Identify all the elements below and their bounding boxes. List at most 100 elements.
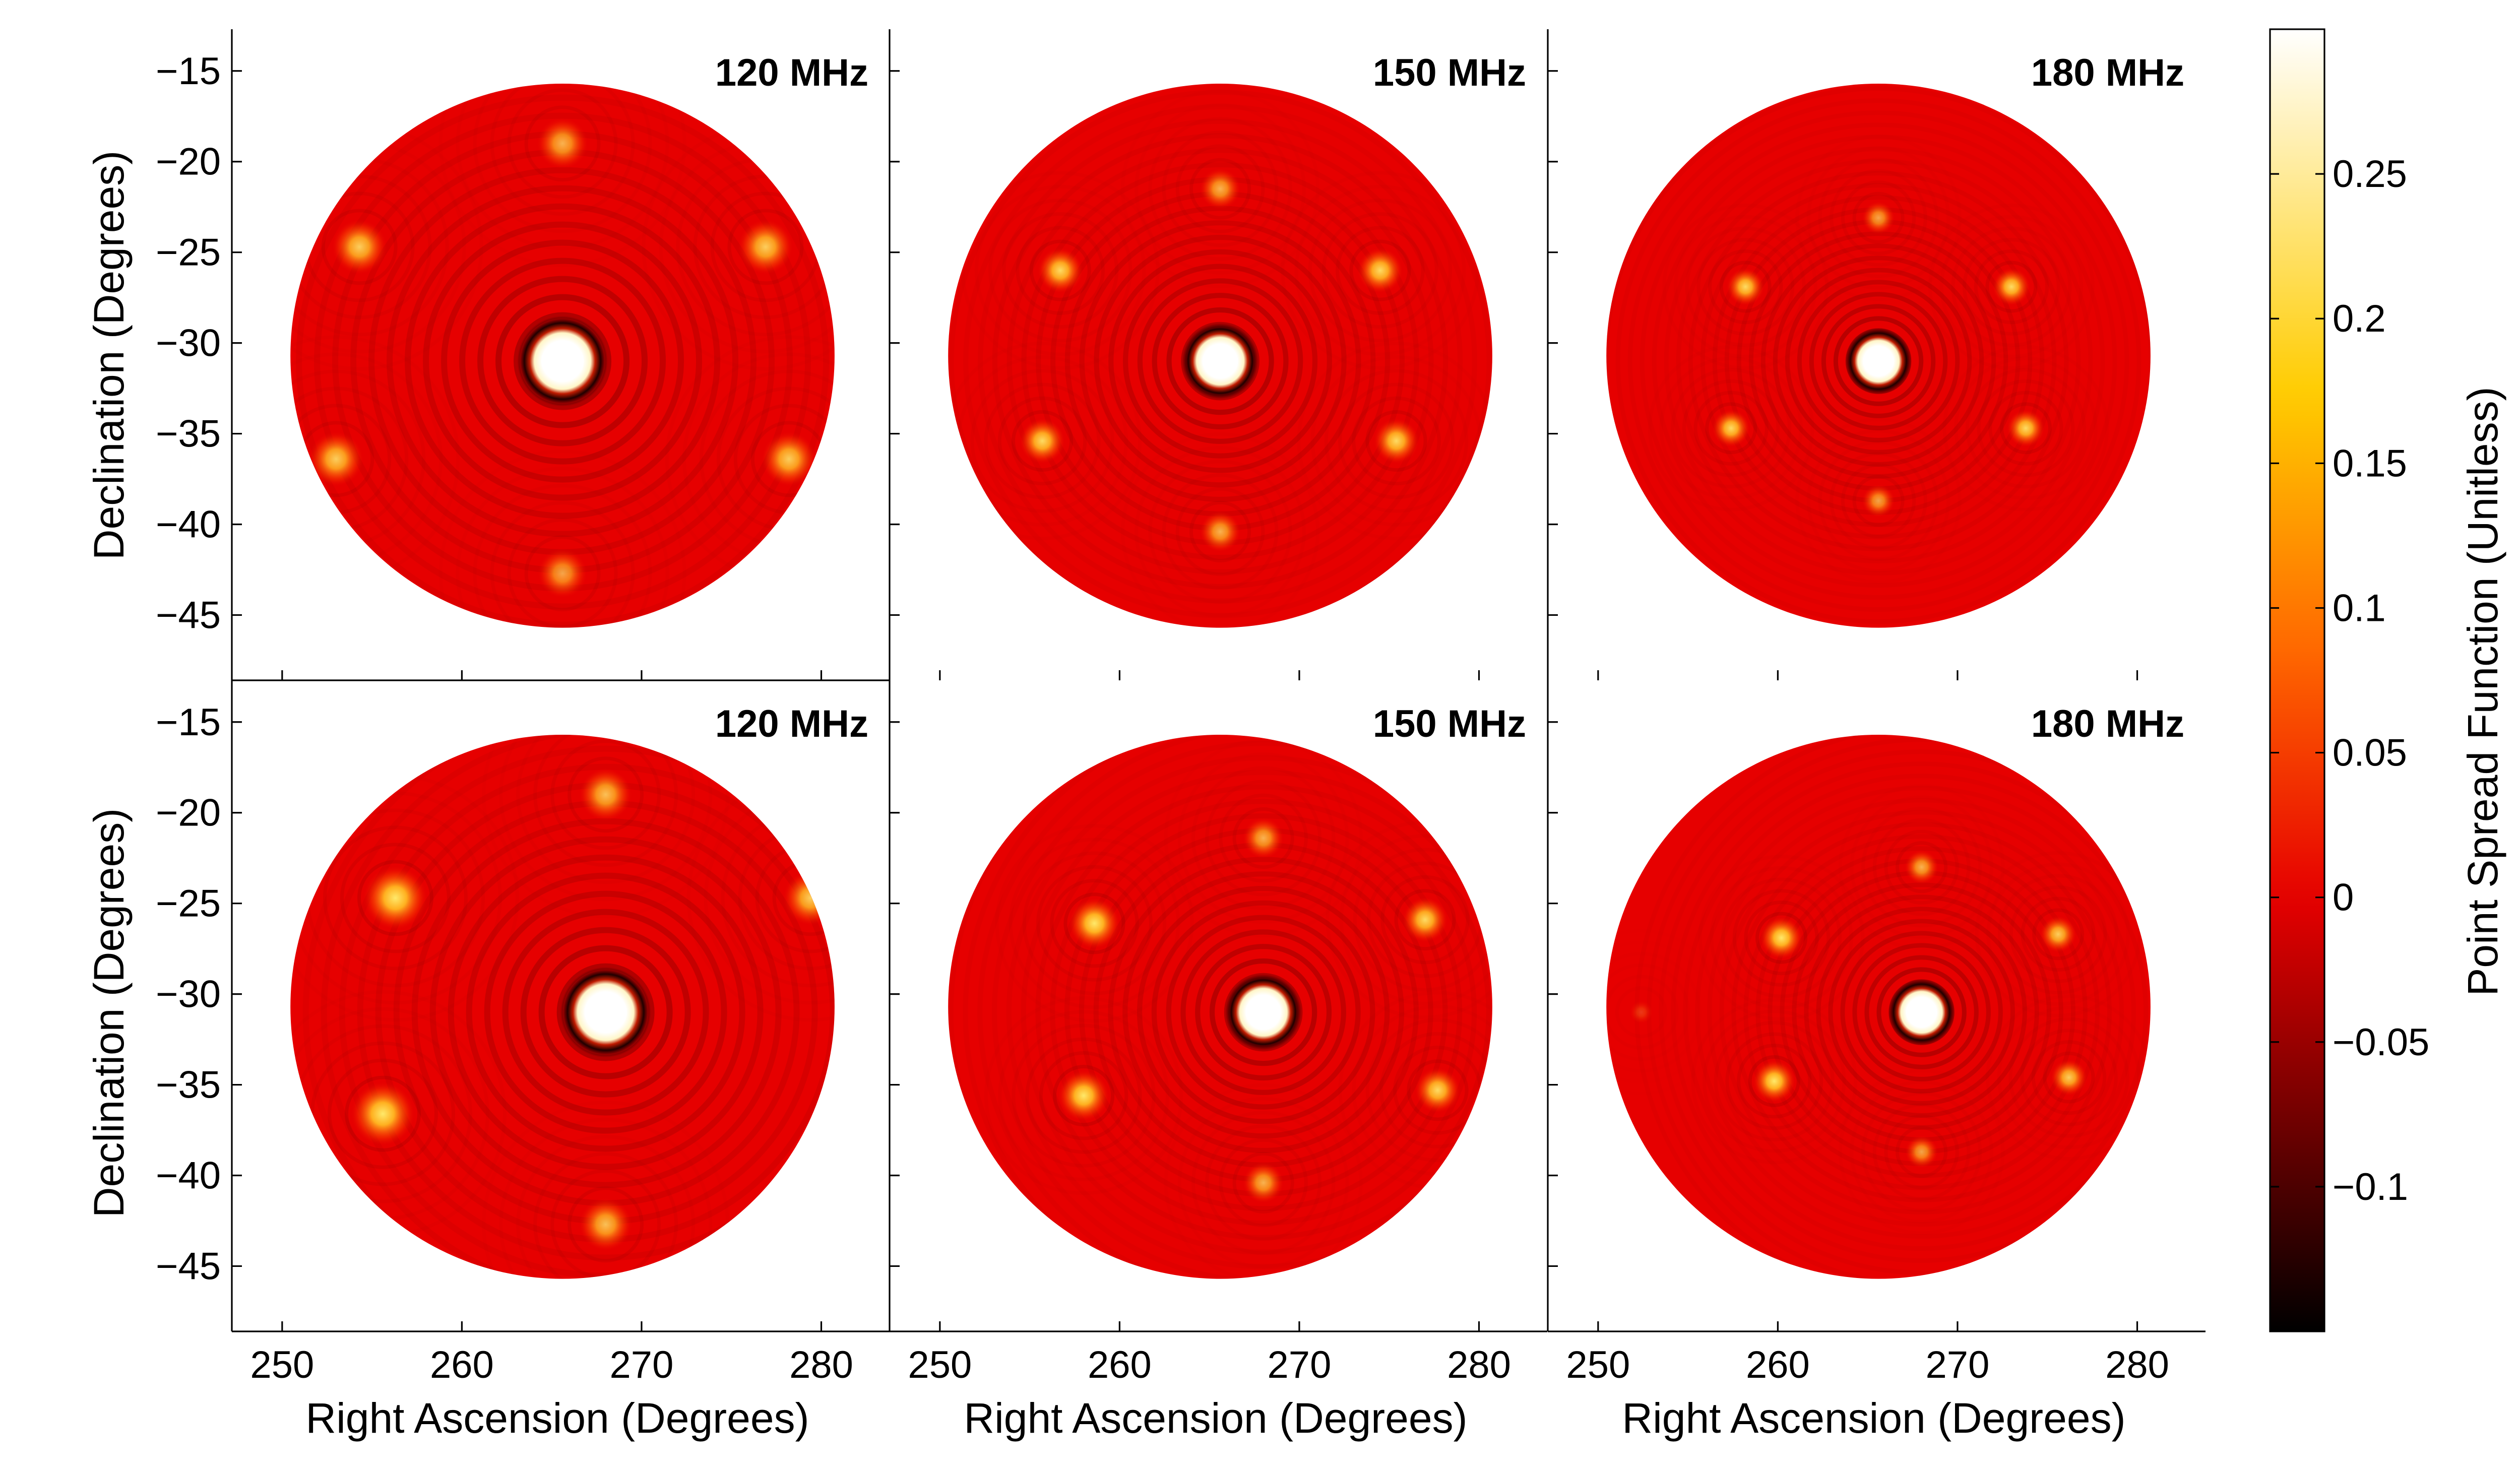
grating-lobe-ring: [1659, 356, 1803, 500]
sidelobe-ring: [1785, 268, 1972, 455]
grating-lobe-ring: [2009, 885, 2107, 983]
sidelobe-ring: [948, 734, 1492, 1279]
sidelobe-ring: [1712, 195, 2045, 527]
sidelobe-ring: [556, 963, 655, 1061]
grating-lobe-ring: [1352, 396, 1441, 486]
grating-lobe-ring: [727, 209, 804, 285]
grating-lobe-ring: [1162, 473, 1279, 590]
sidelobe-ring: [1652, 135, 2105, 588]
grating-lobe-ring: [1052, 1065, 1115, 1127]
sidelobe-ring: [1079, 220, 1361, 502]
grating-lobe-ring: [1379, 1032, 1492, 1148]
sidelobe-ring: [1755, 846, 2088, 1178]
grating-lobe: [1373, 418, 1419, 464]
sidelobe-ring: [963, 734, 1492, 1279]
grating-lobe-ring: [1012, 1024, 1156, 1168]
grating-lobe-ring: [2020, 1029, 2118, 1127]
panel-frame: [889, 29, 1480, 680]
grating-lobe-ring: [1872, 1103, 1971, 1201]
colorbar-tick-label: 0.1: [2333, 587, 2386, 629]
grating-lobe: [1037, 247, 1084, 294]
sidelobe-ring: [1122, 871, 1405, 1154]
grating-lobe-ring: [984, 382, 1101, 499]
grating-lobe-ring: [1714, 1020, 1835, 1141]
grating-lobe-ring: [1974, 249, 2049, 325]
grating-lobe: [1415, 1067, 1461, 1113]
panel-frame: 250 260 270 280: [1547, 680, 2206, 1386]
grating-lobe-ring: [1191, 1111, 1336, 1255]
grating-lobe-ring: [1002, 212, 1119, 329]
grating-lobe-ring: [1232, 1152, 1294, 1213]
grating-lobe-ring: [357, 860, 433, 936]
grating-lobe-ring: [1999, 402, 2052, 455]
grating-lobe-ring: [550, 739, 661, 850]
sidelobe-ring: [1180, 929, 1346, 1095]
sidelobe-ring: [977, 118, 1463, 604]
sidelobe-ring: [1876, 967, 1967, 1057]
grating-lobe-ring: [507, 88, 618, 199]
grating-lobe-ring: [1737, 1044, 1812, 1119]
grating-lobe: [1068, 898, 1120, 949]
sidelobe-ring: [1659, 749, 2151, 1275]
colorbar-tick-label: 0.25: [2333, 153, 2407, 196]
grating-lobe-ring: [1029, 239, 1091, 301]
sidelobe-ring: [302, 734, 835, 1279]
sidelobe-ring: [1833, 316, 1924, 406]
grating-lobe-ring: [1703, 1009, 1846, 1153]
grating-lobe-ring: [1693, 391, 1769, 466]
grating-lobe-ring: [1708, 249, 1783, 325]
grating-lobe-ring: [1673, 215, 1817, 359]
sidelobe-ring: [1664, 147, 2093, 575]
sidelobe-ring: [495, 294, 630, 428]
sidelobe-ring: [1688, 171, 2069, 551]
sidelobe-ring: [963, 104, 1477, 618]
sidelobe-ring: [1122, 264, 1318, 459]
colorbar-tick-label: 0.05: [2333, 732, 2407, 775]
grating-lobe-ring: [1951, 226, 2072, 347]
grating-lobe: [1904, 850, 1939, 884]
grating-lobe: [1905, 1135, 1938, 1169]
grating-lobe: [1357, 247, 1403, 294]
grating-lobe-ring: [1861, 1092, 1982, 1212]
grating-lobe: [579, 768, 633, 821]
grating-lobe-ring: [1671, 368, 1792, 489]
grating-lobe-ring: [1696, 238, 1795, 336]
y-tick-label: −30: [156, 973, 221, 1016]
grating-lobe-ring: [2031, 1040, 2107, 1115]
grating-lobe-ring: [1036, 865, 1153, 982]
grating-lobe-ring: [1852, 191, 1905, 244]
xlabel-left: Right Ascension (Degrees): [305, 1394, 809, 1442]
panel-r1-c1: 250 260 270 280 150 MHz: [889, 680, 1547, 1386]
grating-lobe-ring: [1232, 807, 1294, 869]
y-tick-label: −25: [156, 231, 221, 274]
panel-frame: −15 −20 −25 −30 −35 −40 −45: [156, 29, 890, 681]
grating-lobe: [1242, 1162, 1284, 1204]
grating-lobe-ring: [1338, 382, 1455, 499]
frequency-label: 150 MHz: [1373, 51, 1526, 94]
grating-lobe: [350, 1081, 415, 1146]
grating-lobe: [308, 431, 364, 487]
field-of-view-disk: [948, 734, 1492, 1279]
axis-labels: Declination (Degrees) Declination (Degre…: [85, 151, 2126, 1442]
sidelobe-ring: [1852, 943, 1991, 1081]
grating-lobe-ring: [1755, 912, 1808, 964]
sidelobe-ring: [423, 221, 703, 501]
sidelobe-ring: [1707, 798, 2136, 1227]
sidelobe-ring: [1021, 770, 1492, 1255]
grating-lobe-ring: [1852, 475, 1905, 527]
main-lobe-peak: [1202, 345, 1238, 377]
grating-lobe-ring: [1705, 402, 1757, 455]
grating-lobe: [1861, 484, 1896, 518]
sidelobe-ring: [502, 909, 709, 1116]
sidelobe-ring: [1671, 761, 2151, 1263]
grating-lobe-ring: [1063, 892, 1125, 954]
grating-lobe-ring: [1205, 1124, 1322, 1241]
grating-lobe-ring: [1321, 212, 1438, 329]
main-lobe-peak: [1245, 996, 1281, 1029]
grating-lobe-ring: [1380, 875, 1470, 965]
grating-lobe-ring: [1205, 780, 1322, 897]
sidelobe-ring: [1606, 86, 2151, 628]
panel-r0-c1: 150 MHz: [889, 29, 1526, 680]
y-tick-label: −30: [156, 322, 221, 365]
